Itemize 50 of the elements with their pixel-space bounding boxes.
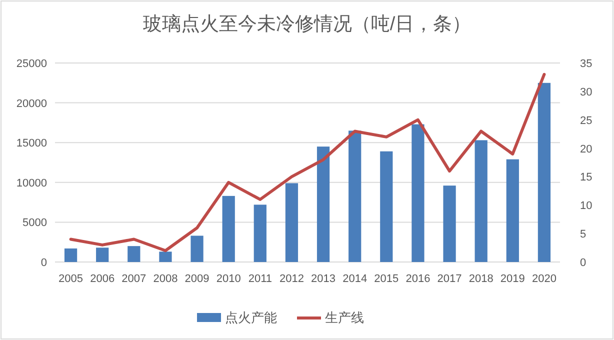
y2-tick-label: 20: [580, 143, 592, 156]
y2-tick-label: 15: [580, 172, 592, 184]
x-tick-label: 2014: [342, 273, 368, 285]
bar: [380, 151, 393, 262]
bar: [474, 140, 488, 262]
x-tick-label: 2019: [500, 273, 525, 285]
bar: [128, 246, 140, 262]
legend-label: 点火产能: [225, 310, 277, 325]
bar: [222, 196, 235, 262]
y2-tick-label: 5: [580, 228, 586, 241]
x-tick-label: 2010: [216, 273, 241, 285]
bar: [159, 252, 172, 262]
y2-tick-label: 35: [580, 58, 592, 70]
x-tick-label: 2018: [468, 273, 494, 285]
x-tick-label: 2006: [90, 273, 115, 285]
x-tick-label: 2020: [532, 273, 556, 285]
bar: [348, 130, 362, 262]
y-tick-label: 25000: [16, 58, 47, 70]
x-tick-label: 2012: [279, 273, 304, 285]
x-tick-label: 2007: [122, 273, 146, 285]
bar: [190, 236, 204, 262]
y2-tick-label: 10: [580, 200, 592, 212]
y2-tick-label: 30: [580, 86, 592, 98]
y-tick-label: 5000: [22, 217, 47, 230]
x-tick-label: 2011: [248, 273, 272, 285]
legend-label: 生产线: [325, 310, 364, 325]
y-tick-label: 20000: [16, 98, 47, 110]
y-tick-label: 0: [40, 257, 47, 269]
x-tick-label: 2005: [58, 273, 84, 285]
x-tick-label: 2008: [153, 273, 178, 285]
y-tick-label: 15000: [16, 138, 47, 150]
x-tick-label: 2017: [437, 273, 462, 285]
x-tick-label: 2015: [374, 273, 399, 285]
y2-tick-label: 0: [580, 257, 586, 269]
x-tick-label: 2009: [184, 273, 210, 285]
x-tick-label: 2013: [311, 273, 336, 285]
bar: [316, 146, 330, 262]
y2-tick-label: 25: [580, 114, 592, 127]
bar: [412, 124, 424, 262]
x-tick-label: 2016: [406, 273, 430, 285]
bar: [254, 204, 266, 262]
bar: [285, 183, 298, 262]
bar: [538, 82, 551, 262]
y-tick-label: 10000: [16, 177, 47, 190]
bar: [64, 248, 78, 262]
chart-title: 玻璃点火至今未冷修情况（吨/日，条）: [142, 13, 472, 35]
bar: [96, 248, 109, 262]
bar: [443, 186, 456, 262]
line-series: [69, 72, 546, 252]
bar: [506, 159, 519, 262]
